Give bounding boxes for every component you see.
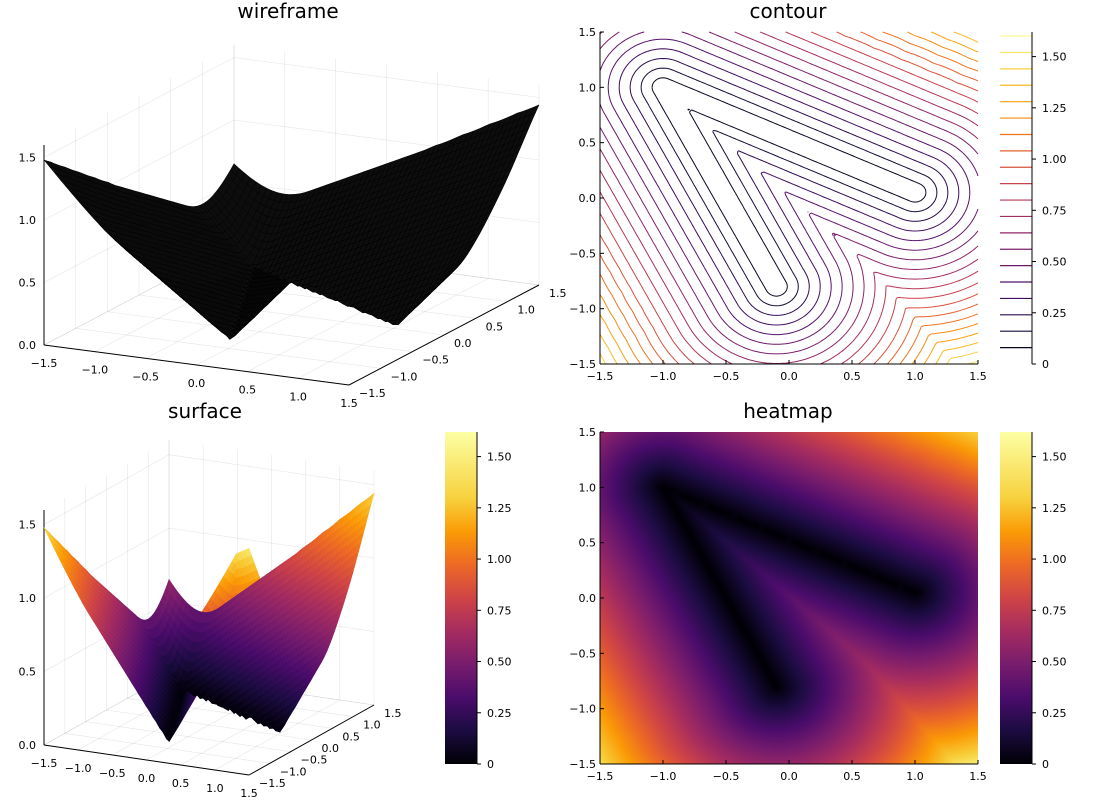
wireframe-x-tick-label: 1.0 [289,390,307,403]
wireframe-y-tick-label: −0.5 [422,354,449,367]
wireframe-x-tick-label: −0.5 [132,370,159,383]
contour-title: contour [750,0,828,23]
surface-gridline [43,454,375,525]
wireframe-x-tick-label: 0.0 [188,377,206,390]
panel-contour: contour −1.5 −1.0 −0.5 0.0 0.5 1.0 1.5 −1.5 −1.0… [569,0,1066,383]
surface-title: surface [168,399,242,423]
contour-colorbar-tick-label: 0.25 [1042,307,1067,320]
wireframe-z-tick-label: 0.5 [19,277,37,290]
contour-y-tick-label: 0.5 [579,137,597,150]
contour-x-tick-label: −1.5 [587,370,614,383]
contour-y-tick-label: −1.0 [569,303,596,316]
contour-colorbar-tick-label: 0.75 [1042,204,1067,217]
contour-x-tick-label: 0.0 [780,370,798,383]
contour-y-tick-label: 1.5 [579,26,597,39]
contour-y-tick-label: 0.0 [579,192,597,205]
contour-colorbar-tick-label: 0.50 [1042,256,1067,269]
wireframe-y-axis [348,284,540,386]
contour-x-tick-label: 1.0 [906,370,924,383]
wireframe-y-tick-label: 0.0 [454,337,472,350]
contour-colorbar: 0 0.25 0.50 0.75 1.00 1.25 1.50 [1000,32,1067,371]
wireframe-y-tick-label: 1.0 [517,304,535,317]
contour-y-tick-label: −1.5 [569,358,596,371]
wireframe-gridline [43,57,540,158]
panel-surface: surface −1.5 −1.0 −0.5 0.0 0.5 1.0 1.5−1.5−1.0… [19,399,512,800]
contour-x-tick-label: 1.5 [969,370,987,383]
wireframe-y-tick-label: −1.5 [359,387,386,400]
contour-x-tick-label: −1.0 [650,370,677,383]
wireframe-x-tick-label: −1.5 [31,357,58,370]
wireframe-y-tick-label: 1.5 [549,287,567,300]
wireframe-title: wireframe [237,0,338,23]
wireframe-x-tick-label: −1.0 [81,364,108,377]
contour-y-tick-label: 1.0 [579,81,597,94]
wireframe-y-tick-label: 0.5 [486,320,504,333]
wireframe-gridline [107,111,413,352]
wireframe-x-tick-label: 1.5 [340,397,358,410]
contour-x-tick-label: 0.5 [843,370,861,383]
contour-y-tick-label: −0.5 [569,247,596,260]
wireframe-gridline [138,95,445,336]
surface-mesh [43,492,375,742]
wireframe-z-tick-label: 1.0 [19,214,37,227]
contour-colorbar-tick-label: 1.50 [1042,51,1067,64]
wireframe-z-tick-label: 0.0 [19,339,37,352]
wireframe-x-axis [43,344,350,386]
contour-plot-area [599,31,979,365]
wireframe-x-tick-label: 0.5 [239,384,257,397]
wireframe-z-tick-label: 1.5 [19,152,37,165]
panel-wireframe: wireframe −1.5−1.0−0.50.00.51.01.5−1.5−1… [19,0,567,410]
contour-plot-bg [600,32,978,364]
contour-colorbar-tick-label: 1.25 [1042,102,1067,115]
contour-colorbar-tick-label: 1.00 [1042,153,1067,166]
wireframe-y-tick-label: −1.0 [391,370,418,383]
contour-colorbar-tick-label: 0 [1042,358,1049,371]
wireframe-mesh [43,104,540,340]
contour-x-tick-label: −0.5 [713,370,740,383]
